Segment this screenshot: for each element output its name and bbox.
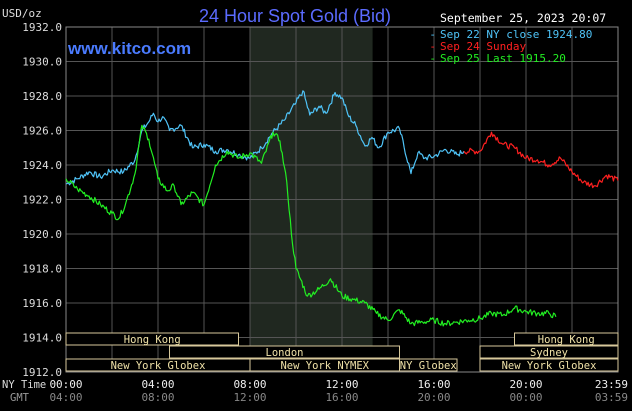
x-tick-label-gmt: 12:00 — [233, 391, 266, 404]
session-label: NY Globex — [400, 360, 457, 372]
series-layer — [65, 90, 619, 327]
session-box — [479, 345, 619, 359]
x-tick-label-gmt: 03:59 — [595, 391, 628, 404]
session-box — [65, 332, 239, 346]
y-tick-label: 1924.0 — [22, 159, 62, 172]
y-tick-label: 1914.0 — [22, 332, 62, 345]
legend-item-last: Sep 25 Last 1915.20 — [440, 52, 566, 65]
series-line-last — [65, 124, 557, 327]
session-label: Hong Kong — [124, 334, 181, 346]
y-tick-label: 1912.0 — [22, 366, 62, 379]
x-tick-label-ny: 23:59 — [595, 378, 628, 391]
x-tick-label-gmt: 00:00 — [509, 391, 542, 404]
legend-marker-last: - — [429, 52, 436, 65]
unit-label: USD/oz — [2, 7, 42, 20]
x-tick-label-ny: 16:00 — [417, 378, 450, 391]
session-label: Sydney — [530, 347, 568, 359]
y-tick-label: 1932.0 — [22, 21, 62, 34]
session-label: London — [266, 347, 304, 359]
session-box — [514, 332, 619, 346]
session-label: Hong Kong — [538, 334, 595, 346]
legend-marker-sunday: - — [429, 40, 436, 53]
session-box — [169, 345, 400, 359]
x-tick-label-gmt: 08:00 — [141, 391, 174, 404]
y-tick-label: 1918.0 — [22, 263, 62, 276]
session-label: New York Globex — [111, 360, 206, 372]
chart-title: 24 Hour Spot Gold (Bid) — [199, 6, 391, 26]
y-tick-label: 1922.0 — [22, 194, 62, 207]
y-tick-label: 1920.0 — [22, 228, 62, 241]
session-box — [479, 358, 619, 372]
x-tick-label-ny: 04:00 — [141, 378, 174, 391]
x-tick-label-ny: 08:00 — [233, 378, 266, 391]
gmt-axis-label: GMT — [10, 392, 30, 404]
x-tick-label-gmt: 20:00 — [417, 391, 450, 404]
plot-frame — [65, 26, 619, 373]
x-tick-label-gmt: 04:00 — [49, 391, 82, 404]
datetime-label: September 25, 2023 20:07 — [440, 11, 606, 25]
session-label: New York Globex — [502, 360, 597, 372]
x-tick-label-ny: 20:00 — [509, 378, 542, 391]
legend-marker-ny-close: - — [429, 28, 436, 41]
y-tick-label: 1926.0 — [22, 125, 62, 138]
series-line-ny-close — [65, 90, 465, 186]
session-label: New York NYMEX — [280, 360, 369, 372]
y-tick-label: 1930.0 — [22, 56, 62, 69]
market-sessions: Hong Kong London New York Globex New York N… — [65, 332, 619, 372]
x-axis-tick-labels: 00:0004:0004:0008:0008:0012:0012:0016:00… — [49, 378, 628, 404]
legend-item-ny-close: Sep 22 NY close 1924.80 — [440, 28, 592, 41]
x-tick-label-gmt: 16:00 — [325, 391, 358, 404]
ny-time-axis-label: NY Time — [2, 379, 46, 391]
x-tick-label-ny: 12:00 — [325, 378, 358, 391]
x-tick-label-ny: 00:00 — [49, 378, 82, 391]
session-box — [399, 358, 458, 372]
legend-item-sunday: Sep 24 Sunday — [440, 40, 526, 53]
y-tick-label: 1916.0 — [22, 297, 62, 310]
series-line-sunday — [463, 131, 619, 189]
chart-grid — [66, 27, 618, 372]
y-axis-tick-labels: 1932.0 1930.0 1928.0 1926.0 1924.0 1922.0 1920… — [22, 21, 62, 379]
y-tick-label: 1928.0 — [22, 90, 62, 103]
legend: Sep 22 NY close 1924.80 Sep 24 Sunday Se… — [429, 28, 592, 65]
website-label: www.kitco.com — [67, 39, 191, 58]
